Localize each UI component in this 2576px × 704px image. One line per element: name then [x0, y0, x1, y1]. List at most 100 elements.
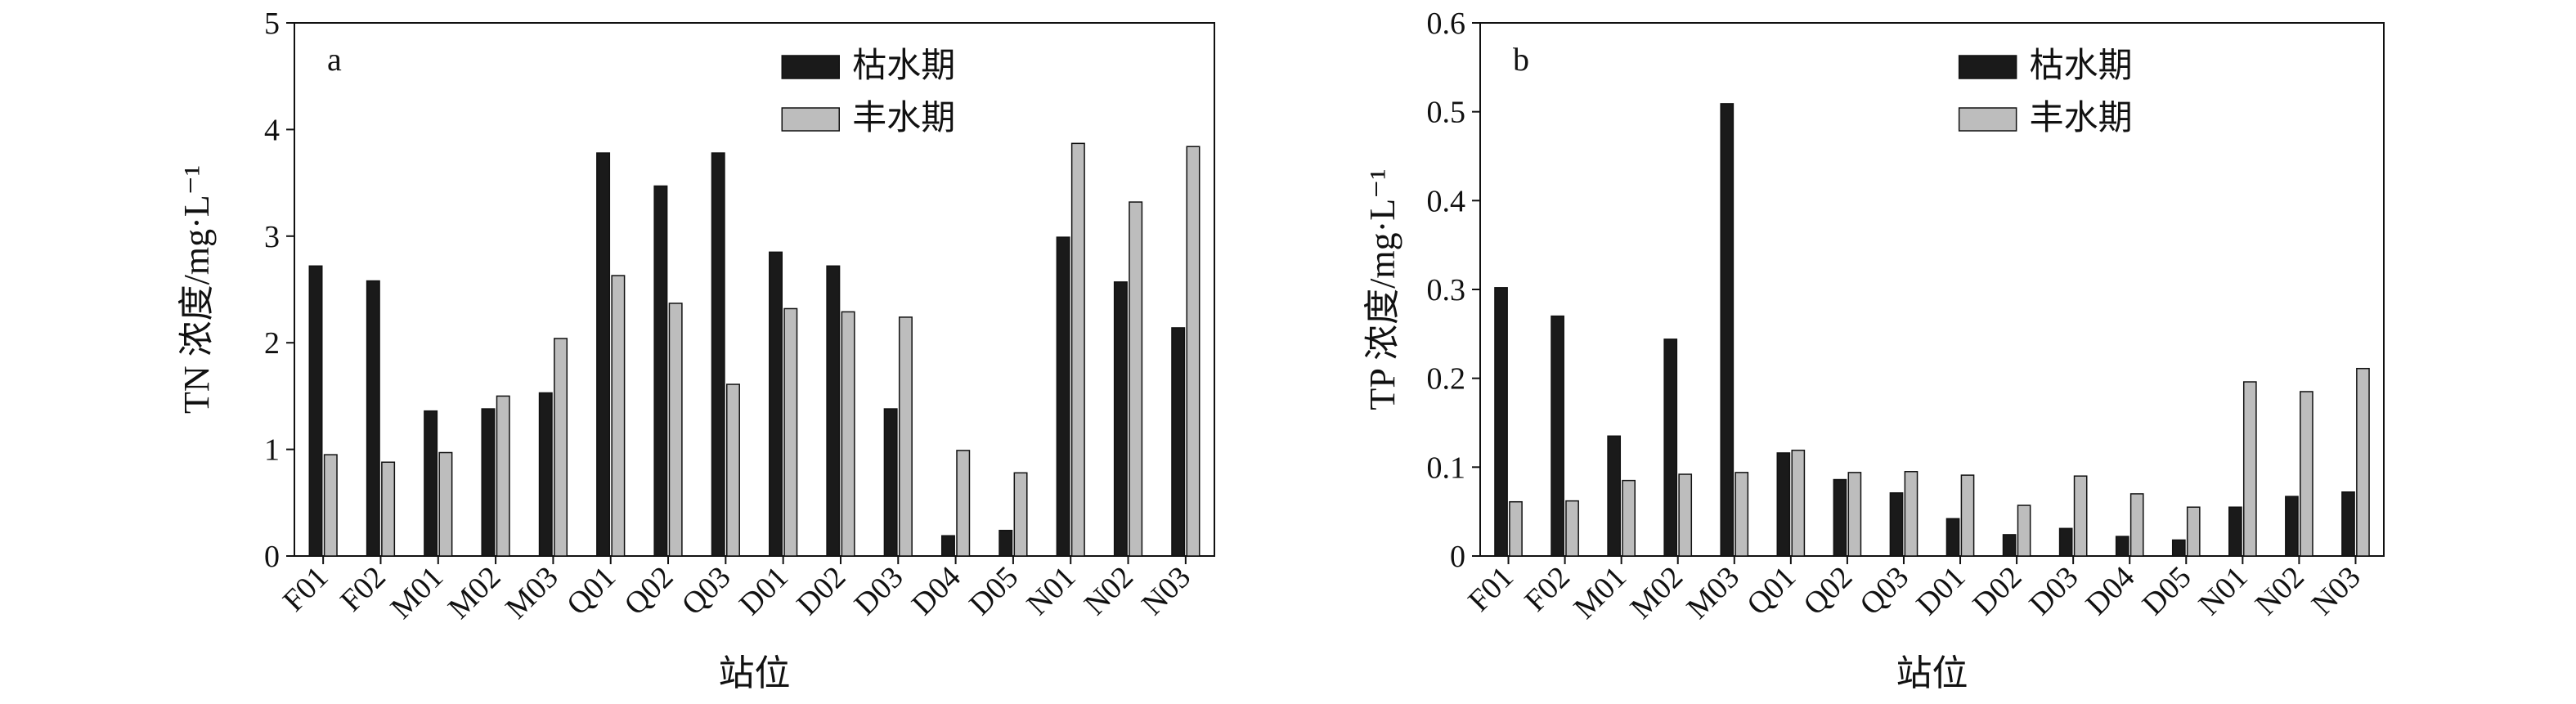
x-tick-label: Q01 [560, 560, 622, 622]
bar-wet-q01 [611, 275, 626, 557]
bar-dry-n01 [1056, 236, 1070, 557]
bar-dry-d01 [769, 251, 783, 557]
x-tick-label: M01 [384, 560, 450, 626]
bar-dry-m01 [1607, 435, 1622, 557]
bar-dry-f01 [1494, 287, 1508, 557]
x-tick-label: D02 [790, 560, 852, 622]
x-tick-label: M02 [442, 560, 507, 626]
y-tick-label: 4 [264, 113, 280, 147]
legend-label: 丰水期 [2030, 100, 2133, 137]
x-tick-label: N03 [1135, 560, 1197, 622]
panel-label: a [327, 41, 342, 78]
x-tick-label: Q02 [617, 560, 680, 622]
bar-dry-q03 [711, 152, 725, 557]
y-tick-label: 5 [264, 7, 280, 41]
bar-dry-d02 [826, 265, 841, 557]
x-tick-label: N02 [1078, 560, 1140, 622]
bar-dry-f02 [366, 280, 380, 557]
bar-dry-d02 [2002, 534, 2017, 557]
y-tick-label: 0 [264, 540, 280, 574]
bar-wet-q02 [1847, 472, 1862, 557]
x-tick-label: D05 [2136, 560, 2198, 622]
bar-wet-m01 [438, 451, 453, 557]
bar-dry-f02 [1551, 315, 1564, 557]
bar-dry-m03 [538, 392, 553, 557]
bar-dry-n02 [1113, 281, 1128, 557]
x-tick-label: Q02 [1797, 560, 1859, 622]
bar-dry-m02 [481, 408, 496, 557]
bar-dry-m02 [1663, 339, 1678, 557]
bar-wet-q03 [726, 383, 740, 557]
bar-wet-q02 [668, 303, 683, 557]
bar-dry-d04 [940, 535, 955, 557]
y-axis-label: TN 浓度/mg·L⁻¹ [177, 165, 217, 414]
bar-wet-n01 [1070, 142, 1085, 557]
x-axis-label: 站位 [1896, 653, 1968, 693]
bar-wet-n02 [1129, 201, 1143, 557]
bar-wet-d02 [841, 311, 855, 557]
bar-dry-d03 [2058, 527, 2073, 557]
bar-dry-q03 [1889, 492, 1904, 557]
y-tick-label: 2 [264, 326, 280, 361]
y-tick-label: 0.1 [1427, 451, 1466, 485]
legend-swatch-dry [781, 55, 840, 79]
bar-wet-d03 [898, 316, 913, 557]
legend-label: 丰水期 [852, 100, 955, 137]
bar-wet-m03 [1735, 472, 1749, 557]
y-tick-label: 0.6 [1427, 7, 1466, 41]
x-tick-label: N02 [2249, 560, 2311, 622]
bar-wet-n03 [2356, 367, 2370, 557]
x-tick-label: N01 [1021, 560, 1083, 622]
bar-wet-d01 [1960, 474, 1975, 557]
plot-frame [294, 22, 1215, 557]
bar-wet-m03 [554, 338, 568, 557]
y-tick-label: 0.4 [1427, 184, 1466, 218]
bar-dry-n03 [1171, 327, 1186, 557]
legend-swatch-wet [1958, 107, 2017, 132]
bar-wet-f01 [323, 454, 338, 557]
bar-wet-f01 [1509, 500, 1523, 557]
bar-dry-q02 [653, 185, 668, 557]
legend-label: 枯水期 [2030, 47, 2133, 85]
x-tick-label: Q01 [1740, 560, 1802, 622]
x-tick-label: F01 [276, 560, 335, 619]
x-tick-label: M03 [499, 560, 564, 626]
bar-dry-d05 [999, 529, 1013, 557]
x-tick-label: D02 [1966, 560, 2028, 622]
y-axis-label: TP 浓度/mg·L⁻¹ [1362, 168, 1402, 410]
legend-swatch-wet [781, 107, 840, 132]
x-tick-label: Q03 [675, 560, 738, 622]
bar-wet-m02 [496, 395, 510, 557]
y-tick-label: 0.3 [1427, 273, 1466, 307]
bar-wet-n02 [2300, 391, 2313, 557]
bar-dry-n03 [2341, 491, 2355, 557]
x-tick-label: Q03 [1853, 560, 1915, 622]
bar-wet-q01 [1791, 449, 1806, 557]
bar-wet-m01 [1622, 479, 1636, 557]
bar-wet-f02 [1565, 500, 1579, 557]
chart-panel-b: 0 0.1 0.2 0.3 0.4 0.5 0.6 F01F02M01M02M03Q01Q02… [1362, 7, 2385, 693]
x-tick-label: D01 [1910, 560, 1972, 622]
bar-wet-q03 [1904, 471, 1919, 557]
bar-wet-n03 [1186, 146, 1200, 557]
bar-wet-d04 [2129, 493, 2144, 557]
x-tick-label: D03 [848, 560, 910, 622]
bar-dry-d05 [2171, 539, 2186, 557]
x-tick-label: N01 [2192, 560, 2255, 622]
bar-dry-d04 [2115, 536, 2129, 557]
bar-dry-m03 [1720, 103, 1735, 557]
bar-wet-d05 [1013, 472, 1028, 557]
legend-swatch-dry [1958, 55, 2017, 79]
y-tick-label: 0.2 [1427, 362, 1466, 397]
x-tick-label: M03 [1681, 560, 1746, 626]
x-tick-label: F01 [1461, 560, 1520, 619]
x-tick-label: M01 [1568, 560, 1633, 626]
x-tick-label: F02 [1518, 560, 1577, 619]
bar-dry-m01 [424, 410, 438, 557]
x-tick-label: M02 [1624, 560, 1690, 626]
x-tick-label: N03 [2305, 560, 2367, 622]
y-tick-label: 1 [264, 433, 280, 468]
bar-dry-q02 [1833, 478, 1847, 557]
legend-label: 枯水期 [852, 47, 955, 85]
